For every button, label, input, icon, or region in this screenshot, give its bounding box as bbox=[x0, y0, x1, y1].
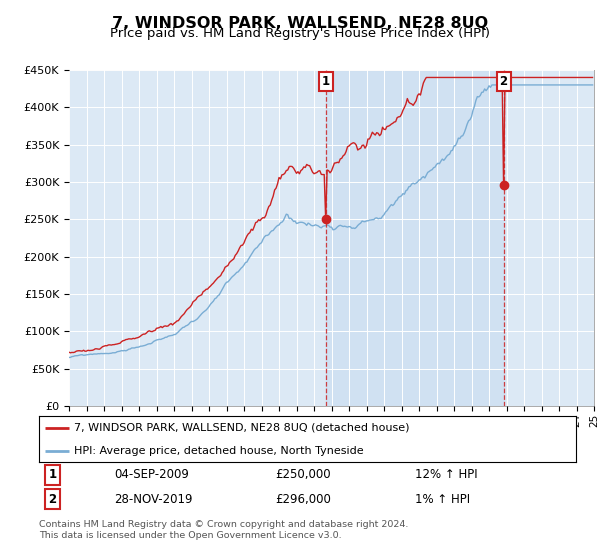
Text: 2: 2 bbox=[500, 75, 508, 88]
Text: Price paid vs. HM Land Registry's House Price Index (HPI): Price paid vs. HM Land Registry's House … bbox=[110, 27, 490, 40]
Text: £250,000: £250,000 bbox=[275, 468, 331, 482]
Text: 1: 1 bbox=[322, 75, 330, 88]
Text: £296,000: £296,000 bbox=[275, 493, 331, 506]
Text: Contains HM Land Registry data © Crown copyright and database right 2024.: Contains HM Land Registry data © Crown c… bbox=[39, 520, 409, 529]
Text: 1% ↑ HPI: 1% ↑ HPI bbox=[415, 493, 470, 506]
Bar bbox=[326, 70, 503, 406]
Text: This data is licensed under the Open Government Licence v3.0.: This data is licensed under the Open Gov… bbox=[39, 531, 341, 540]
Text: 1: 1 bbox=[49, 468, 56, 482]
Text: 2: 2 bbox=[49, 493, 56, 506]
Text: HPI: Average price, detached house, North Tyneside: HPI: Average price, detached house, Nort… bbox=[74, 446, 364, 455]
Text: 28-NOV-2019: 28-NOV-2019 bbox=[114, 493, 193, 506]
Text: 12% ↑ HPI: 12% ↑ HPI bbox=[415, 468, 478, 482]
Text: 7, WINDSOR PARK, WALLSEND, NE28 8UQ (detached house): 7, WINDSOR PARK, WALLSEND, NE28 8UQ (det… bbox=[74, 423, 409, 432]
Text: 7, WINDSOR PARK, WALLSEND, NE28 8UQ: 7, WINDSOR PARK, WALLSEND, NE28 8UQ bbox=[112, 16, 488, 31]
Text: 04-SEP-2009: 04-SEP-2009 bbox=[114, 468, 189, 482]
